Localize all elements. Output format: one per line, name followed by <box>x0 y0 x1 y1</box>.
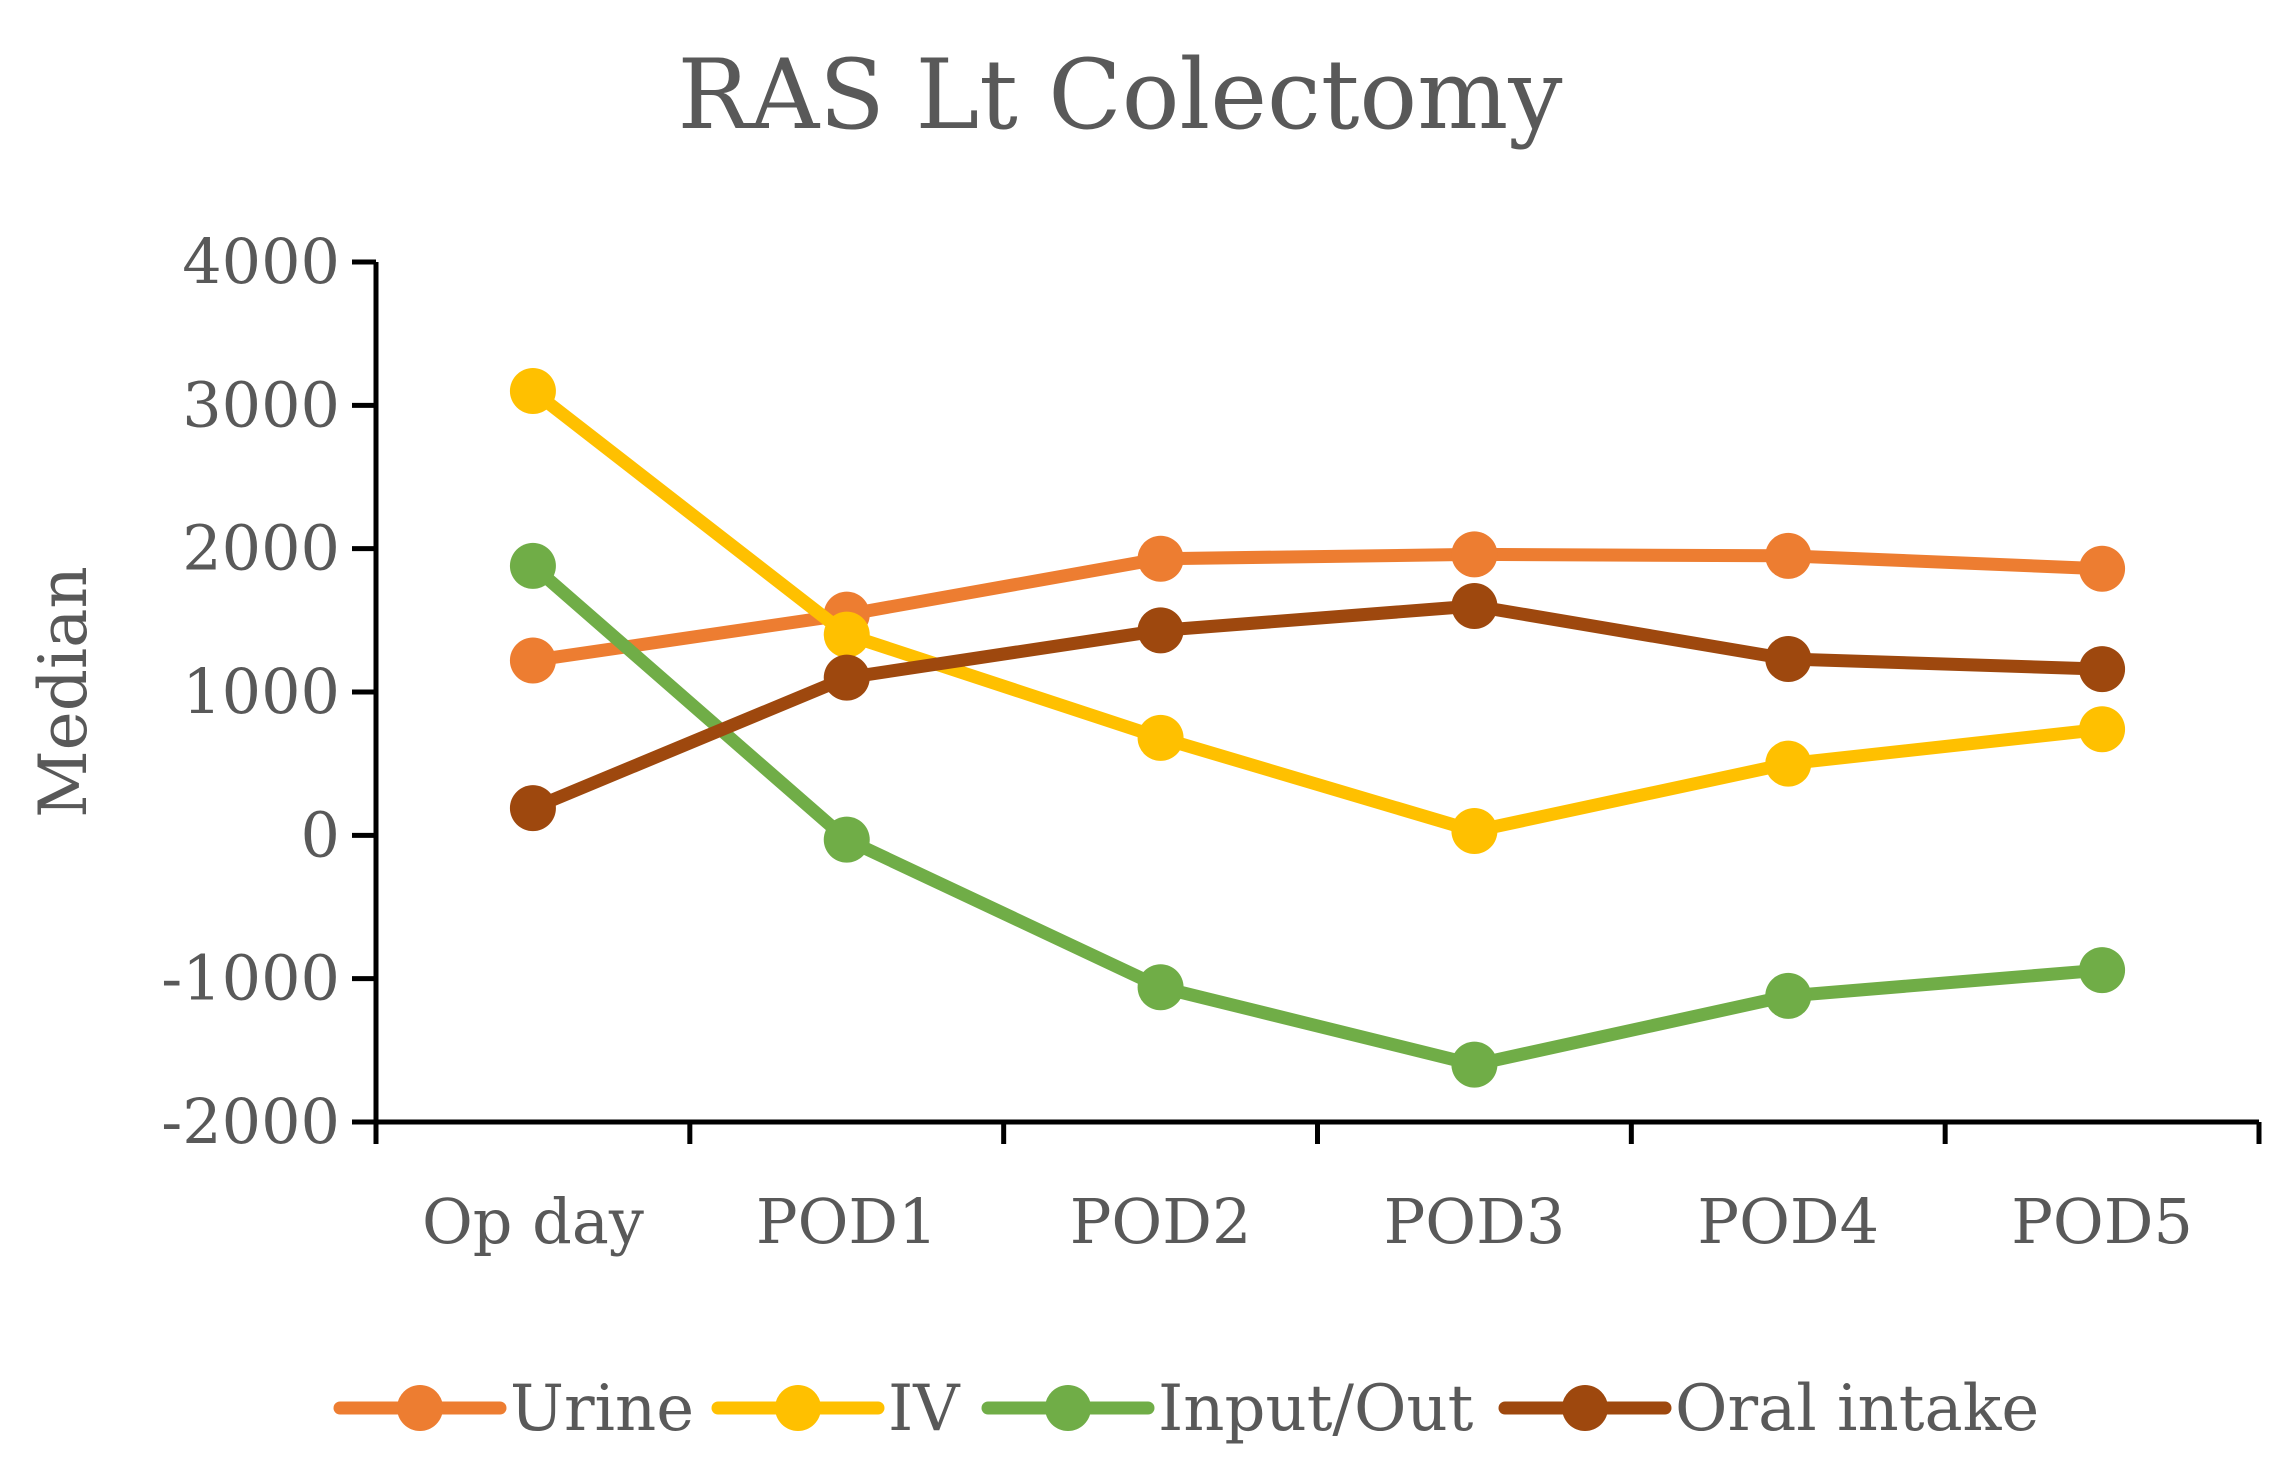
legend-label: Input/Out <box>1158 1372 1474 1446</box>
x-tick-label: POD3 <box>1384 1185 1566 1258</box>
y-tick-label: 4000 <box>182 225 340 298</box>
data-point-input-out <box>509 542 556 589</box>
data-point-urine <box>1137 535 1184 582</box>
data-point-oral-intake <box>1137 607 1184 654</box>
legend-item-input-out: Input/Out <box>981 1372 1474 1446</box>
y-tick-label: 1000 <box>182 655 340 728</box>
legend-label: Oral intake <box>1675 1372 2039 1446</box>
y-axis-label: Median <box>25 566 102 818</box>
legend: Urine IV Input/Out Oral intake <box>333 1372 2039 1446</box>
series-iv <box>509 368 2126 855</box>
series-line-oral-intake <box>526 599 2109 815</box>
y-tick-label: -2000 <box>161 1085 340 1158</box>
x-tick-label: POD1 <box>756 1185 938 1258</box>
y-tick-label: 2000 <box>182 512 340 585</box>
legend-marker <box>397 1385 443 1431</box>
data-point-input-out <box>823 816 870 863</box>
data-point-oral-intake <box>1451 583 1498 629</box>
data-point-urine <box>2079 545 2126 592</box>
x-tick-label: POD2 <box>1070 1185 1252 1258</box>
series-group <box>509 368 2126 1088</box>
data-point-input-out <box>1137 964 1184 1011</box>
legend-label: IV <box>888 1372 961 1446</box>
data-point-iv <box>2079 706 2126 753</box>
axes <box>352 262 2259 1125</box>
data-point-iv <box>1451 808 1498 855</box>
data-point-urine <box>1451 531 1498 578</box>
x-tick-label: POD5 <box>2011 1185 2193 1258</box>
x-tick-label: POD4 <box>1697 1185 1879 1258</box>
data-point-oral-intake <box>2079 646 2126 693</box>
legend-marker <box>1045 1385 1091 1431</box>
data-point-oral-intake <box>1765 636 1812 683</box>
legend-item-iv: IV <box>711 1372 961 1446</box>
x-tick-label: Op day <box>422 1185 644 1258</box>
y-axis-ticks: 4000 3000 2000 1000 0 -1000 -2000 <box>161 225 376 1158</box>
data-point-oral-intake <box>823 654 870 701</box>
data-point-input-out <box>1765 972 1812 1019</box>
chart-title: RAS Lt Colectomy <box>678 39 1563 151</box>
series-oral-intake <box>509 583 2126 832</box>
data-point-iv <box>1765 740 1812 787</box>
legend-item-oral-intake: Oral intake <box>1498 1372 2039 1446</box>
series-line-urine <box>526 547 2109 667</box>
x-axis-ticks: Op day POD1 POD2 POD3 POD4 POD5 <box>373 1122 2262 1258</box>
data-point-iv <box>823 611 870 658</box>
series-line-input-out <box>526 559 2109 1072</box>
data-point-iv <box>1137 714 1184 761</box>
legend-label: Urine <box>510 1372 694 1446</box>
y-tick-label: 3000 <box>182 368 340 441</box>
data-point-oral-intake <box>509 785 556 832</box>
legend-marker <box>775 1385 821 1431</box>
legend-item-urine: Urine <box>333 1372 694 1446</box>
data-point-iv <box>509 368 556 414</box>
series-urine <box>509 531 2126 684</box>
legend-marker <box>1562 1385 1608 1431</box>
y-tick-label: -1000 <box>161 942 340 1015</box>
series-line-iv <box>526 384 2109 838</box>
data-point-urine <box>509 637 556 684</box>
series-input-out <box>509 542 2126 1088</box>
y-tick-label: 0 <box>301 798 340 871</box>
data-point-urine <box>1765 532 1812 579</box>
data-point-input-out <box>2079 947 2126 994</box>
data-point-input-out <box>1451 1041 1498 1088</box>
